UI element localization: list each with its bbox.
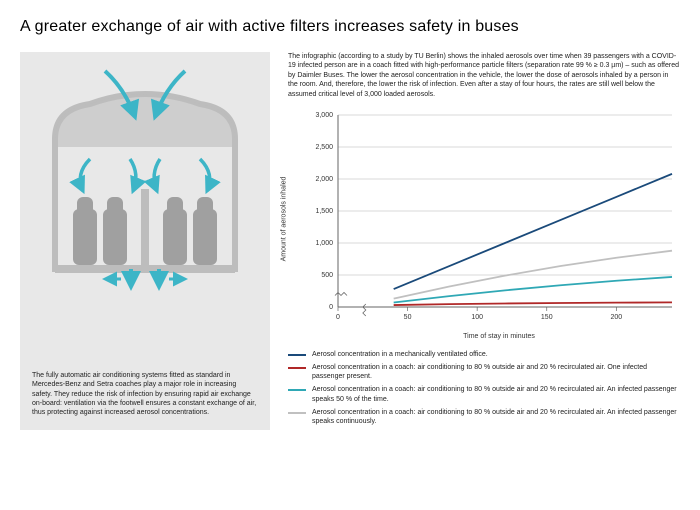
legend-label: Aerosol concentration in a coach: air co…: [312, 363, 680, 381]
legend-swatch: [288, 354, 306, 356]
svg-text:2,000: 2,000: [315, 176, 333, 183]
svg-text:0: 0: [329, 304, 333, 311]
svg-text:150: 150: [541, 314, 553, 321]
left-panel: The fully automatic air conditioning sys…: [20, 52, 270, 430]
legend-swatch: [288, 389, 306, 391]
legend-label: Aerosol concentration in a coach: air co…: [312, 385, 680, 403]
intro-text: The infographic (according to a study by…: [288, 52, 680, 99]
legend-item: Aerosol concentration in a mechanically …: [288, 350, 680, 359]
chart-ylabel: Amount of aerosols inhaled: [281, 177, 288, 262]
right-panel: The infographic (according to a study by…: [288, 52, 680, 430]
svg-text:200: 200: [610, 314, 622, 321]
aerosol-chart: Amount of aerosols inhaled 05001,0001,50…: [288, 109, 680, 329]
svg-text:50: 50: [404, 314, 412, 321]
legend-item: Aerosol concentration in a coach: air co…: [288, 385, 680, 403]
svg-text:500: 500: [321, 272, 333, 279]
legend-label: Aerosol concentration in a mechanically …: [312, 350, 488, 359]
chart-xlabel: Time of stay in minutes: [318, 333, 680, 340]
legend-swatch: [288, 367, 306, 369]
legend-swatch: [288, 412, 306, 414]
svg-text:1,000: 1,000: [315, 240, 333, 247]
left-caption: The fully automatic air conditioning sys…: [32, 371, 258, 418]
columns: The fully automatic air conditioning sys…: [20, 52, 680, 430]
svg-text:3,000: 3,000: [315, 112, 333, 119]
bus-illustration: [32, 64, 258, 334]
page-title: A greater exchange of air with active fi…: [20, 18, 680, 36]
chart-legend: Aerosol concentration in a mechanically …: [288, 350, 680, 430]
svg-text:0: 0: [336, 314, 340, 321]
legend-item: Aerosol concentration in a coach: air co…: [288, 363, 680, 381]
svg-text:100: 100: [471, 314, 483, 321]
legend-item: Aerosol concentration in a coach: air co…: [288, 408, 680, 426]
svg-text:2,500: 2,500: [315, 144, 333, 151]
svg-text:1,500: 1,500: [315, 208, 333, 215]
legend-label: Aerosol concentration in a coach: air co…: [312, 408, 680, 426]
